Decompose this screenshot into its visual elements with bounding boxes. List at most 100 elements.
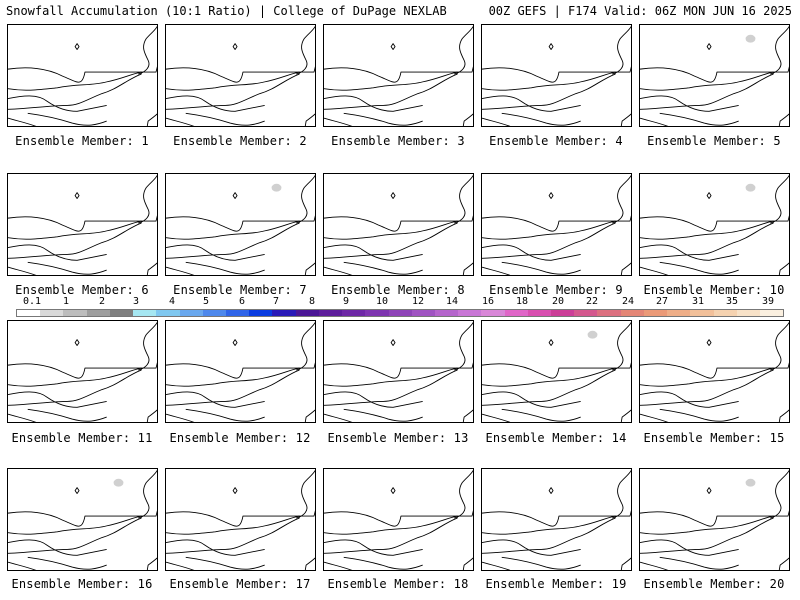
ensemble-member-map: .ml{fill:none;stroke:#000;stroke-width:1… bbox=[165, 468, 316, 571]
colorbar-swatch bbox=[342, 310, 366, 316]
ensemble-member-label: Ensemble Member: 14 bbox=[485, 431, 627, 445]
colorbar-swatch bbox=[736, 310, 760, 316]
colorbar-tick-label: 35 bbox=[725, 296, 739, 307]
ensemble-member-map: .ml{fill:none;stroke:#000;stroke-width:0… bbox=[639, 468, 790, 571]
colorbar-swatch bbox=[690, 310, 714, 316]
ensemble-member-map: .ml{fill:none;stroke:#000;stroke-width:1… bbox=[7, 173, 158, 276]
colorbar-tick-label: 4 bbox=[168, 296, 176, 307]
colorbar-tick-label: 3 bbox=[132, 296, 140, 307]
ensemble-member-label: Ensemble Member: 15 bbox=[643, 431, 785, 445]
ensemble-member-map: .ml{fill:none;stroke:#000;stroke-width:1… bbox=[165, 320, 316, 423]
colorbar-swatch bbox=[527, 310, 552, 316]
ensemble-member-label: Ensemble Member: 11 bbox=[11, 431, 153, 445]
colorbar-tick-label: 14 bbox=[445, 296, 459, 307]
colorbar-swatch bbox=[249, 310, 273, 316]
ensemble-member-map: .ml{fill:none;stroke:#000;stroke-width:0… bbox=[323, 320, 474, 423]
colorbar-tick-label: 20 bbox=[551, 296, 565, 307]
colorbar-tick-label: 7 bbox=[272, 296, 280, 307]
colorbar-tick-label: 22 bbox=[585, 296, 599, 307]
colorbar-tick-label: 1 bbox=[62, 296, 70, 307]
colorbar-swatch bbox=[434, 310, 459, 316]
colorbar-swatch bbox=[179, 310, 203, 316]
colorbar-tick-label: 10 bbox=[375, 296, 389, 307]
colorbar-tick-label: 16 bbox=[481, 296, 495, 307]
colorbar-swatch bbox=[667, 310, 691, 316]
colorbar-swatch bbox=[272, 310, 296, 316]
coastline-map: .ml{fill:none;stroke:#000;stroke-width:1… bbox=[482, 174, 631, 275]
colorbar-tick-label: 27 bbox=[655, 296, 669, 307]
ensemble-member-label: Ensemble Member: 1 bbox=[15, 134, 149, 148]
colorbar-swatch bbox=[504, 310, 528, 316]
ensemble-member-label: Ensemble Member: 19 bbox=[485, 577, 627, 591]
ensemble-member-map: .ml{fill:none;stroke:#000;stroke-width:1… bbox=[639, 320, 790, 423]
colorbar-swatch bbox=[481, 310, 505, 316]
coastline-map: .ml{fill:none;stroke:#000;stroke-width:0… bbox=[640, 25, 789, 126]
coastline-map: .ml{fill:none;stroke:#000;stroke-width:0… bbox=[8, 469, 157, 570]
coastline-map: .ml{fill:none;stroke:#000;stroke-width:0… bbox=[640, 174, 789, 275]
ensemble-member-label: Ensemble Member: 13 bbox=[327, 431, 469, 445]
colorbar-swatch bbox=[86, 310, 110, 316]
colorbar-swatch bbox=[551, 310, 575, 316]
coastline-map: .ml{fill:none;stroke:#000;stroke-width:1… bbox=[324, 469, 473, 570]
colorbar-swatch bbox=[17, 310, 41, 316]
ensemble-member-map: .ml{fill:none;stroke:#000;stroke-width:1… bbox=[165, 24, 316, 127]
colorbar-swatch bbox=[318, 310, 343, 316]
ensemble-member-label: Ensemble Member: 16 bbox=[11, 577, 153, 591]
colorbar-swatch bbox=[225, 310, 250, 316]
colorbar-tick-label: 9 bbox=[342, 296, 350, 307]
ensemble-member-map: .ml{fill:none;stroke:#000;stroke-width:1… bbox=[323, 468, 474, 571]
ensemble-member-label: Ensemble Member: 5 bbox=[647, 134, 781, 148]
coastline-map: .ml{fill:none;stroke:#000;stroke-width:1… bbox=[324, 25, 473, 126]
coastline-map: .ml{fill:none;stroke:#000;stroke-width:0… bbox=[482, 321, 631, 422]
colorbar-tick-label: 2 bbox=[98, 296, 106, 307]
ensemble-member-map: .ml{fill:none;stroke:#000;stroke-width:0… bbox=[639, 24, 790, 127]
colorbar-tick-label: 18 bbox=[515, 296, 529, 307]
colorbar-swatch bbox=[713, 310, 737, 316]
colorbar-swatch bbox=[109, 310, 134, 316]
colorbar-tick-label: 31 bbox=[691, 296, 705, 307]
colorbar-swatch bbox=[156, 310, 180, 316]
map-title: Snowfall Accumulation (10:1 Ratio) | Col… bbox=[6, 4, 447, 18]
coastline-map: .ml{fill:none;stroke:#000;stroke-width:0… bbox=[166, 174, 315, 275]
ensemble-member-label: Ensemble Member: 3 bbox=[331, 134, 465, 148]
ensemble-member-label: Ensemble Member: 18 bbox=[327, 577, 469, 591]
colorbar-tick-label: 24 bbox=[621, 296, 635, 307]
snowfall-colorbar bbox=[16, 309, 784, 317]
colorbar-swatch bbox=[40, 310, 64, 316]
coastline-map: .ml{fill:none;stroke:#000;stroke-width:0… bbox=[324, 321, 473, 422]
colorbar-swatch bbox=[458, 310, 482, 316]
colorbar-tick-label: 0.1 bbox=[22, 296, 42, 307]
coastline-map: .ml{fill:none;stroke:#000;stroke-width:1… bbox=[166, 321, 315, 422]
ensemble-member-map: .ml{fill:none;stroke:#000;stroke-width:0… bbox=[165, 173, 316, 276]
ensemble-member-map: .ml{fill:none;stroke:#000;stroke-width:1… bbox=[481, 24, 632, 127]
ensemble-member-label: Ensemble Member: 20 bbox=[643, 577, 785, 591]
colorbar-tick-label: 12 bbox=[411, 296, 425, 307]
coastline-map: .ml{fill:none;stroke:#000;stroke-width:0… bbox=[640, 469, 789, 570]
colorbar-swatch bbox=[643, 310, 668, 316]
colorbar-swatch bbox=[574, 310, 598, 316]
ensemble-member-map: .ml{fill:none;stroke:#000;stroke-width:0… bbox=[7, 468, 158, 571]
colorbar-swatch bbox=[411, 310, 435, 316]
colorbar-swatch bbox=[133, 310, 157, 316]
colorbar-tick-label: 39 bbox=[761, 296, 775, 307]
colorbar-swatch bbox=[63, 310, 87, 316]
ensemble-member-label: Ensemble Member: 9 bbox=[489, 283, 623, 297]
coastline-map: .ml{fill:none;stroke:#000;stroke-width:1… bbox=[8, 25, 157, 126]
ensemble-member-map: .ml{fill:none;stroke:#000;stroke-width:1… bbox=[323, 24, 474, 127]
coastline-map: .ml{fill:none;stroke:#000;stroke-width:1… bbox=[166, 469, 315, 570]
ensemble-member-label: Ensemble Member: 8 bbox=[331, 283, 465, 297]
colorbar-swatch bbox=[597, 310, 621, 316]
colorbar-tick-label: 5 bbox=[202, 296, 210, 307]
ensemble-member-label: Ensemble Member: 12 bbox=[169, 431, 311, 445]
coastline-map: .ml{fill:none;stroke:#000;stroke-width:1… bbox=[482, 25, 631, 126]
colorbar-swatch bbox=[388, 310, 412, 316]
coastline-map: .ml{fill:none;stroke:#000;stroke-width:1… bbox=[640, 321, 789, 422]
ensemble-member-map: .ml{fill:none;stroke:#000;stroke-width:0… bbox=[7, 320, 158, 423]
colorbar-tick-label: 6 bbox=[238, 296, 246, 307]
colorbar-swatch bbox=[202, 310, 226, 316]
ensemble-member-map: .ml{fill:none;stroke:#000;stroke-width:0… bbox=[639, 173, 790, 276]
coastline-map: .ml{fill:none;stroke:#000;stroke-width:1… bbox=[482, 469, 631, 570]
colorbar-swatch bbox=[620, 310, 644, 316]
ensemble-member-map: .ml{fill:none;stroke:#000;stroke-width:0… bbox=[481, 320, 632, 423]
ensemble-member-label: Ensemble Member: 7 bbox=[173, 283, 307, 297]
